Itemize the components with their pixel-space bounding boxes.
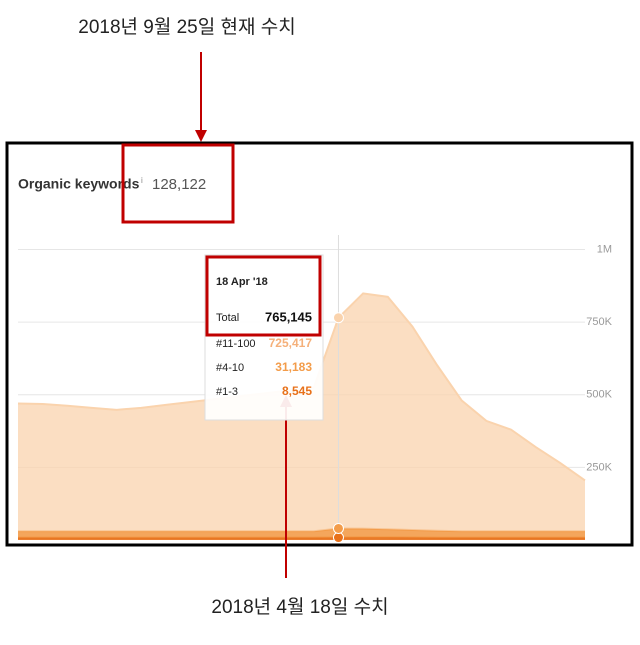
header-title: Organic keywords: [18, 176, 140, 192]
tooltip-date: 18 Apr '18: [216, 276, 268, 288]
annotation-bottom: 2018년 4월 18일 수치: [211, 596, 388, 618]
tooltip-total-label: Total: [216, 312, 239, 324]
arrow-head: [195, 130, 207, 142]
tooltip-row-value: 8,545: [282, 384, 312, 398]
y-tick-label: 500K: [586, 389, 612, 401]
y-tick-label: 750K: [586, 316, 612, 328]
tooltip: 18 Apr '18 Total 765,145 #11-100 725,417 #…: [205, 255, 323, 420]
annotation-top: 2018년 9월 25일 현재 수치: [78, 16, 295, 38]
y-tick-label: 1M: [597, 243, 612, 255]
tooltip-row-name: #1-3: [216, 386, 238, 398]
info-icon[interactable]: i: [141, 176, 143, 185]
tooltip-row-name: #4-10: [216, 362, 244, 374]
tooltip-row-name: #11-100: [216, 338, 256, 350]
tooltip-total: 765,145: [265, 309, 312, 324]
header-value: 128,122: [152, 176, 206, 193]
hover-dot: [333, 533, 343, 543]
tooltip-row-value: 31,183: [275, 360, 312, 374]
tooltip-row-value: 725,417: [269, 336, 313, 350]
hover-dot: [333, 313, 343, 323]
hover-dot: [333, 523, 343, 533]
y-tick-label: 250K: [586, 461, 612, 473]
